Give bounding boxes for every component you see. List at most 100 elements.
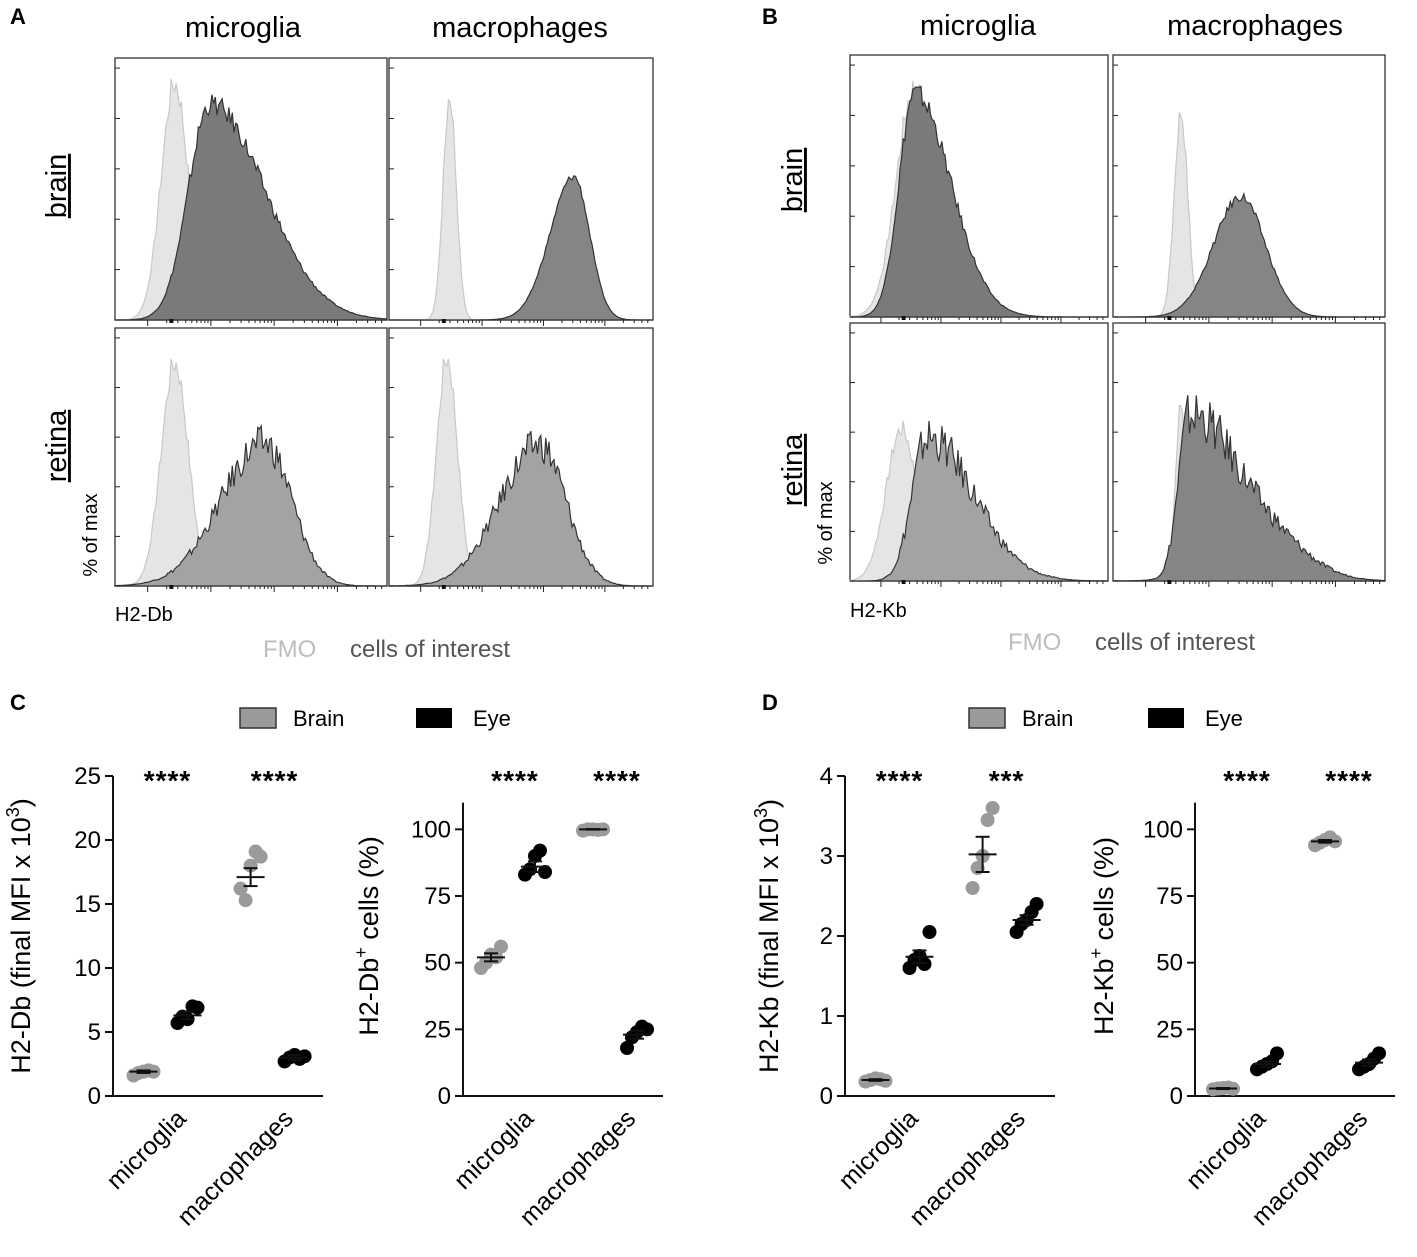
legend-d-eye-swatch [1148, 708, 1184, 728]
y-tick-label: 50 [424, 950, 451, 977]
y-axis-label: H2-Kb (final MFI x 103) [751, 799, 784, 1073]
hist-a-brain-macrophages [388, 57, 654, 326]
significance-stars: *** [989, 765, 1025, 796]
y-tick-label: 4 [820, 763, 833, 790]
hist-a-retina-microglia [114, 327, 388, 592]
y-tick-label: 5 [88, 1019, 101, 1046]
b-row-retina: retina [777, 433, 809, 506]
brain-point [985, 801, 1000, 815]
hist-b-brain-macrophages-zero-mark [1167, 316, 1172, 320]
b-col-macrophages: macrophages [1167, 10, 1343, 42]
eye-point [922, 925, 937, 939]
eye-point [640, 1022, 654, 1037]
a-row-retina: retina [41, 409, 73, 482]
y-tick-label: 20 [74, 827, 101, 854]
a-legend-fmo: FMO [263, 636, 316, 663]
y-axis-label: H2-Kb+ cells (%) [1086, 837, 1119, 1035]
significance-stars: **** [491, 765, 539, 796]
hist-b-retina-microglia-zero-mark [901, 580, 906, 584]
legend-c-brain-label: Brain [293, 706, 344, 731]
hist-b-retina-macrophages-zero-mark [1167, 580, 1172, 584]
b-row-brain: brain [777, 148, 809, 213]
hist-a-retina-macrophages [388, 327, 654, 592]
y-tick-label: 1 [820, 1003, 833, 1030]
y-tick-label: 15 [74, 891, 101, 918]
significance-stars: **** [593, 765, 641, 796]
eye-point [1029, 897, 1044, 911]
hist-b-retina-macrophages-cells-area [1112, 395, 1386, 582]
legend-c-eye-label: Eye [473, 706, 511, 731]
eye-point [533, 843, 547, 858]
y-tick-label: 0 [438, 1083, 451, 1110]
hist-b-brain-macrophages [1112, 54, 1386, 323]
y-tick-label: 0 [820, 1083, 833, 1110]
eye-point [1372, 1046, 1386, 1061]
eye-point [190, 1000, 205, 1015]
y-tick-label: 50 [1156, 950, 1183, 977]
y-tick-label: 25 [1156, 1016, 1183, 1043]
y-tick-label: 75 [1156, 883, 1183, 910]
y-tick-label: 10 [74, 955, 101, 982]
y-tick-label: 0 [88, 1083, 101, 1110]
hist-b-brain-microglia-zero-mark [901, 316, 906, 320]
legend-d-brain-label: Brain [1022, 706, 1073, 731]
brain-point [980, 813, 995, 827]
hist-a-brain-macrophages-frame [388, 57, 654, 321]
eye-point [620, 1041, 634, 1055]
significance-stars: **** [251, 765, 299, 796]
legend-d-brain-swatch [968, 707, 1006, 729]
a-legend-cells: cells of interest [350, 636, 510, 663]
significance-stars: **** [1325, 765, 1373, 796]
hist-a-retina-macrophages-zero-mark [441, 585, 446, 589]
b-col-microglia: microglia [920, 10, 1037, 42]
y-axis-label: H2-Db (final MFI x 103) [3, 798, 36, 1074]
hist-a-retina-microglia-zero-mark [169, 585, 174, 589]
hist-a-brain-microglia-cells-area [115, 94, 388, 321]
y-tick-label: 100 [411, 816, 451, 843]
eye-point [1270, 1046, 1284, 1061]
y-tick-label: 2 [820, 923, 833, 950]
legend-d-eye-label: Eye [1205, 706, 1243, 731]
hist-a-brain-macrophages-zero-mark [441, 319, 446, 323]
scatter-panel-1: 0 5 10 15 20 25 H2-Db (final MFI x 103) microgl… [3, 763, 323, 1231]
hist-b-retina-macrophages [1112, 322, 1386, 587]
x-tick-label-microglia: microglia [833, 1104, 924, 1195]
brain-point [494, 939, 508, 954]
scatter-panel-3: 0 1 2 3 4 H2-Kb (final MFI x 103) microglia ***… [751, 763, 1055, 1231]
b-legend-cells: cells of interest [1095, 629, 1255, 656]
brain-point [238, 893, 253, 908]
hist-b-brain-macrophages-cells-area [1113, 191, 1385, 318]
hist-a-retina-macrophages-cells-area [388, 430, 653, 587]
legend-c-eye-swatch [416, 708, 452, 728]
hist-b-retina-microglia [849, 322, 1109, 587]
hist-b-brain-microglia-cells-area [849, 85, 1108, 318]
hist-a-retina-microglia-cells-area [114, 424, 387, 587]
hist-a-brain-microglia-zero-mark [169, 319, 174, 323]
y-tick-label: 3 [820, 843, 833, 870]
brain-point [965, 881, 980, 895]
legend-d: Brain Eye [968, 706, 1243, 731]
y-tick-label: 25 [424, 1016, 451, 1043]
hist-a-brain-macrophages-cells-area [389, 175, 653, 321]
y-axis-label: H2-Db+ cells (%) [351, 836, 384, 1036]
panel-label-d: D [762, 690, 778, 715]
b-x-axis-label: H2-Kb [850, 600, 907, 622]
a-x-axis-label: H2-Db [115, 604, 173, 626]
y-tick-label: 75 [424, 883, 451, 910]
panel-label-a: A [10, 4, 26, 29]
panel-label-c: C [10, 690, 26, 715]
y-tick-label: 25 [74, 763, 101, 790]
brain-point [253, 849, 268, 864]
legend-c: Brain Eye [239, 706, 511, 731]
a-col-macrophages: macrophages [432, 12, 608, 44]
y-tick-label: 100 [1143, 816, 1183, 843]
x-tick-label-microglia: microglia [1181, 1104, 1272, 1195]
b-legend-fmo: FMO [1008, 629, 1061, 656]
hist-b-retina-microglia-cells-area [850, 420, 1109, 582]
legend-c-brain-swatch [239, 707, 277, 729]
b-y-axis-label: % of max [815, 481, 837, 564]
y-tick-label: 0 [1170, 1083, 1183, 1110]
hist-b-brain-microglia [849, 54, 1109, 323]
